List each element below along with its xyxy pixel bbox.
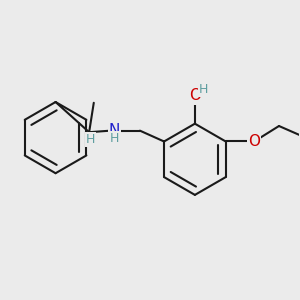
Text: N: N bbox=[109, 123, 120, 138]
Text: O: O bbox=[189, 88, 201, 103]
Text: O: O bbox=[248, 134, 260, 149]
Text: H: H bbox=[110, 132, 119, 145]
Text: H: H bbox=[86, 133, 95, 146]
Text: H: H bbox=[199, 82, 208, 95]
